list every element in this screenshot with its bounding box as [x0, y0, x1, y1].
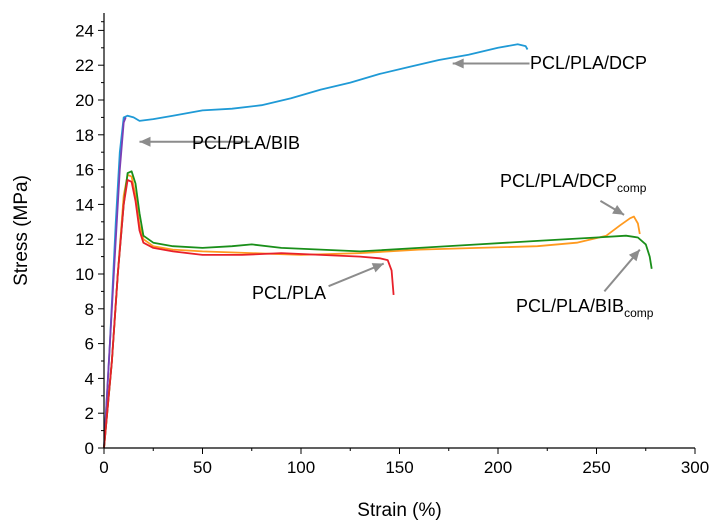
series-line-pcl-pla-bibcomp	[103, 170, 653, 449]
annotation-arrowhead-pcl-pla-bib-comp	[628, 249, 640, 262]
annotation-layer: PCL/PLA/DCP PCL/PLA/BIB PCL/PLA/DCPcomp PCL…	[139, 53, 654, 320]
annotation-label-pcl-pla-bib: PCL/PLA/BIB	[192, 133, 300, 153]
x-tick-label: 250	[582, 458, 610, 477]
annotation-arrowhead-pcl-pla-dcp	[452, 58, 464, 69]
y-tick-label: 4	[85, 369, 94, 388]
annotation-label-pcl-pla-dcp: PCL/PLA/DCP	[530, 53, 647, 73]
x-tick-label: 150	[385, 458, 413, 477]
series-line-pcl-pla-bib	[103, 117, 127, 449]
series-line-pcl-pla	[103, 179, 395, 449]
y-tick-label: 20	[75, 91, 94, 110]
annotation-arrowhead-pcl-pla-dcp-comp	[612, 205, 625, 215]
y-tick-label: 12	[75, 230, 94, 249]
x-tick-label: 50	[193, 458, 212, 477]
x-tick-label: 200	[484, 458, 512, 477]
y-tick-label: 18	[75, 126, 94, 145]
annotation-label-pcl-pla-dcp-comp: PCL/PLA/DCPcomp	[500, 171, 647, 195]
annotation-label-pcl-pla: PCL/PLA	[252, 283, 326, 303]
series-layer	[103, 43, 653, 449]
y-tick-label: 2	[85, 404, 94, 423]
y-tick-label: 8	[85, 300, 94, 319]
x-tick-label: 300	[681, 458, 709, 477]
annotation-label-pcl-pla-bib-comp: PCL/PLA/BIBcomp	[516, 296, 654, 320]
y-tick-label: 14	[75, 195, 94, 214]
y-tick-label: 24	[75, 21, 94, 40]
y-axis-title: Stress (MPa)	[11, 175, 32, 286]
y-tick-label: 0	[85, 439, 94, 458]
x-tick-label: 0	[99, 458, 108, 477]
y-tick-label: 16	[75, 161, 94, 180]
plot-area	[104, 13, 695, 448]
y-tick-label: 22	[75, 56, 94, 75]
x-tick-label: 100	[287, 458, 315, 477]
y-tick-label: 10	[75, 265, 94, 284]
x-axis-title: Strain (%)	[357, 500, 441, 521]
y-tick-label: 6	[85, 335, 94, 354]
annotation-arrowhead-pcl-pla	[371, 263, 384, 273]
annotation-arrowhead-pcl-pla-bib	[139, 136, 151, 147]
